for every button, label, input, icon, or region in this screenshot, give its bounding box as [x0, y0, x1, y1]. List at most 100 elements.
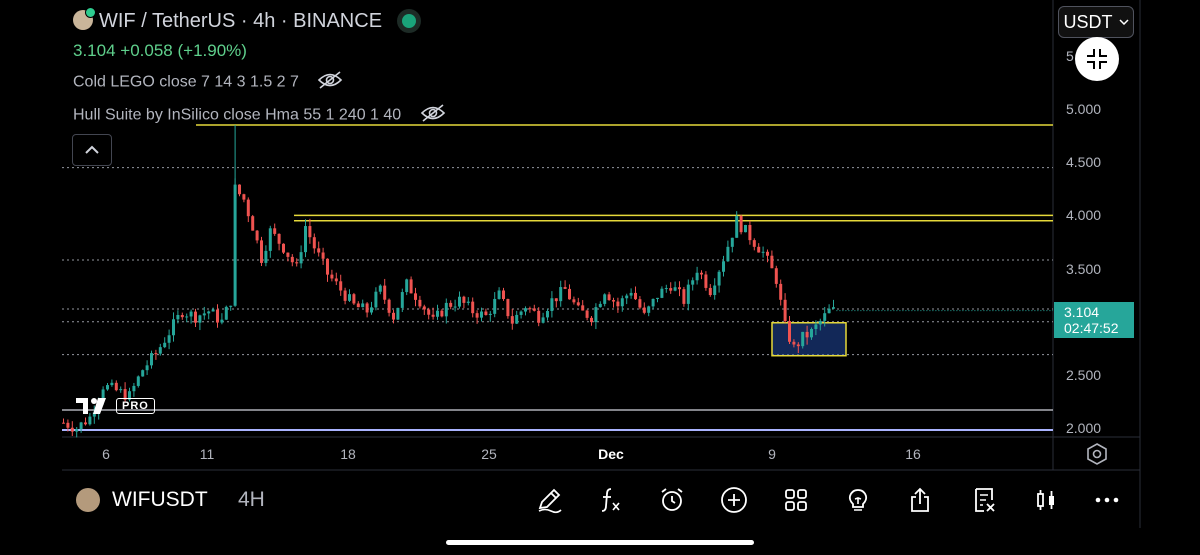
candle-body	[282, 243, 285, 253]
candle-body	[163, 342, 167, 348]
candle-body	[832, 307, 835, 309]
candles-icon[interactable]	[1030, 484, 1062, 516]
candle-body	[814, 324, 818, 330]
chart-pane[interactable]	[60, 0, 1140, 528]
interval-button[interactable]: 4H	[238, 488, 265, 511]
add-circle-icon[interactable]	[718, 484, 750, 516]
candle-body	[752, 240, 756, 247]
chart-settings-icon[interactable]	[1086, 443, 1108, 470]
time-tick-label: 6	[102, 446, 110, 462]
tradingview-icon	[76, 398, 106, 414]
indicator-cold-lego[interactable]: Cold LEGO close 7 14 3 1.5 2 7	[73, 71, 343, 94]
candle-body	[251, 216, 255, 231]
candle-body	[383, 285, 387, 300]
price-tick-label: 3.500	[1066, 260, 1102, 277]
exit-fullscreen-button[interactable]	[1075, 37, 1119, 81]
symbol-button[interactable]: WIFUSDT	[76, 488, 208, 512]
candle-body	[823, 313, 827, 321]
candle-body	[788, 321, 791, 342]
alarm-icon[interactable]	[656, 484, 688, 516]
candle-body	[202, 313, 206, 316]
share-icon[interactable]	[904, 484, 936, 516]
candle-body	[141, 370, 145, 377]
candle-body	[70, 427, 74, 432]
candle-body	[519, 311, 523, 315]
candle-body	[233, 184, 237, 306]
candle-body	[598, 303, 602, 308]
candle-body	[198, 315, 202, 323]
candle-body	[576, 302, 580, 306]
time-tick-label: Dec	[598, 446, 624, 462]
candle-body	[356, 303, 360, 308]
candle-body	[106, 385, 109, 390]
candle-body	[409, 279, 413, 294]
indicator-hull-suite[interactable]: Hull Suite by InSilico close Hma 55 1 24…	[73, 104, 446, 127]
candle-body	[62, 422, 65, 424]
function-icon[interactable]	[594, 484, 626, 516]
candle-body	[260, 240, 263, 263]
candle-body	[475, 313, 479, 318]
candle-body	[532, 308, 536, 311]
candle-body	[84, 422, 87, 425]
candle-body	[568, 288, 571, 300]
candle-body	[792, 341, 796, 345]
candle-body	[660, 288, 664, 298]
candle-body	[761, 251, 765, 253]
candle-body	[717, 271, 721, 286]
collapse-legend-button[interactable]	[72, 134, 112, 166]
candle-body	[827, 308, 831, 314]
time-tick-label: 18	[340, 446, 356, 462]
candle-body	[176, 315, 180, 320]
candle-body	[642, 307, 646, 313]
symbol-label: WIFUSDT	[112, 488, 208, 511]
eye-off-icon[interactable]	[420, 104, 446, 127]
grid-icon[interactable]	[780, 484, 812, 516]
more-icon[interactable]	[1091, 484, 1123, 516]
candle-body	[444, 302, 448, 317]
wif-coin-icon	[76, 488, 100, 512]
price-tick-label: 5.000	[1066, 101, 1102, 118]
candle-body	[392, 312, 395, 320]
candle-body	[290, 256, 294, 263]
candle-body	[286, 252, 290, 257]
market-status-icon[interactable]	[402, 14, 417, 28]
candle-body	[537, 310, 541, 323]
candle-body	[92, 412, 96, 417]
candle-body	[730, 237, 734, 247]
candle-body	[493, 298, 497, 314]
candle-body	[75, 429, 79, 432]
candle-body	[722, 261, 725, 272]
candle-body	[207, 311, 211, 314]
candle-body	[541, 317, 545, 323]
tradingview-logo: PRO	[76, 396, 155, 416]
candle-body	[326, 258, 329, 275]
candle-body	[682, 289, 686, 304]
candle-body	[766, 251, 769, 256]
current-price-value: 3.104	[1064, 304, 1100, 320]
candle-body	[387, 299, 391, 313]
candle-body	[167, 335, 171, 343]
candle-body	[502, 290, 505, 300]
candle-body	[400, 292, 404, 308]
candle-body	[242, 194, 246, 200]
candle-body	[471, 301, 475, 314]
candle-body	[704, 274, 708, 288]
price-change-row: 3.104 +0.058 (+1.90%)	[73, 41, 247, 61]
candle-body	[330, 274, 334, 279]
home-indicator[interactable]	[446, 540, 754, 545]
candle-body	[647, 306, 651, 313]
currency-selector[interactable]: USDT	[1058, 6, 1134, 38]
eye-off-icon[interactable]	[317, 71, 343, 94]
candle-body	[612, 300, 615, 302]
candle-body	[678, 287, 681, 290]
watchlist-icon[interactable]	[968, 484, 1000, 516]
candle-body	[524, 308, 527, 312]
candle-body	[321, 252, 325, 259]
candle-body	[528, 308, 532, 310]
pencil-icon[interactable]	[533, 484, 565, 516]
indicator-label: Cold LEGO close 7 14 3 1.5 2 7	[73, 73, 299, 91]
candle-body	[616, 301, 620, 307]
candle-body	[497, 290, 501, 299]
idea-bulb-icon[interactable]	[842, 484, 874, 516]
